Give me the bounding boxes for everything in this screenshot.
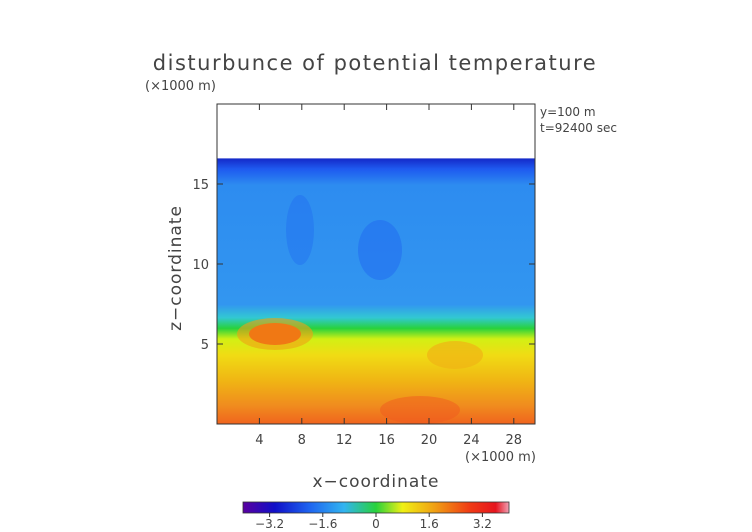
- annotation-t: t=92400 sec: [540, 121, 617, 135]
- anomaly-warm-halo: [237, 318, 313, 350]
- anomaly-cool-blob-2: [286, 195, 314, 265]
- x-tick-label: 4: [255, 433, 263, 448]
- x-axis: 4 8 12 16 20 24 28: [255, 104, 522, 448]
- annotation-y: y=100 m: [540, 105, 596, 119]
- field-region: [217, 158, 535, 424]
- colorbar-tick-label: −1.6: [308, 517, 337, 531]
- colorbar-tick-label: 0: [372, 517, 380, 531]
- colorbar-tick-label: 3.2: [473, 517, 492, 531]
- chart-title: disturbunce of potential temperature: [153, 51, 597, 75]
- colorbar-tick-label: 1.6: [420, 517, 439, 531]
- x-tick-label: 24: [463, 433, 480, 448]
- x-tick-label: 12: [336, 433, 353, 448]
- anomaly-cool-blob: [358, 220, 402, 280]
- plot-area: [217, 158, 535, 424]
- x-tick-label: 28: [506, 433, 523, 448]
- x-unit-note: (×1000 m): [465, 450, 536, 465]
- x-tick-label: 20: [421, 433, 438, 448]
- y-tick-label: 10: [192, 258, 209, 273]
- x-tick-label: 8: [298, 433, 306, 448]
- y-tick-label: 5: [201, 338, 209, 353]
- colorbar-tick-label: −3.2: [255, 517, 284, 531]
- anomaly-hot-lower: [380, 396, 460, 424]
- y-axis-label: z−coordinate: [166, 205, 186, 331]
- anomaly-warm-lower: [427, 341, 483, 369]
- colorbar: [242, 501, 510, 514]
- top-scale-note: (×1000 m): [145, 79, 216, 94]
- x-axis-label: x−coordinate: [313, 472, 440, 492]
- x-tick-label: 16: [378, 433, 395, 448]
- colorbar-ticks: −3.2 −1.6 0 1.6 3.2: [255, 513, 492, 531]
- y-tick-label: 15: [192, 178, 209, 193]
- y-axis: 5 10 15: [192, 178, 535, 353]
